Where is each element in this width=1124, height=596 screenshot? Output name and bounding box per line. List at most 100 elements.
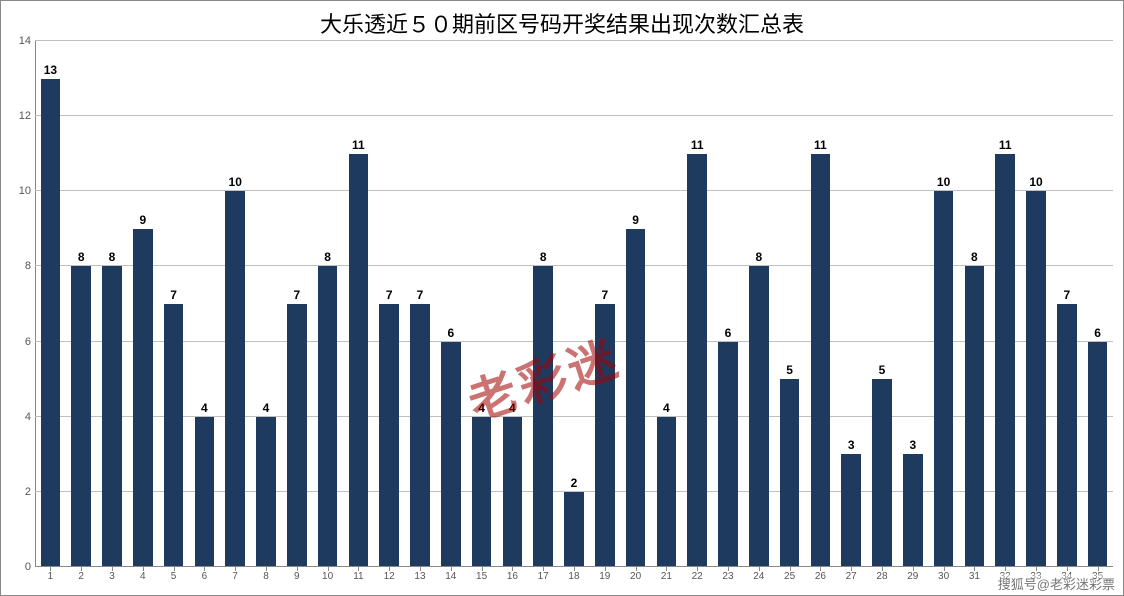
x-tick <box>1005 567 1006 571</box>
chart-title: 大乐透近５０期前区号码开奖结果出现次数汇总表 <box>1 1 1123 43</box>
y-tick-label: 10 <box>7 185 31 197</box>
bar-value-label: 6 <box>435 326 466 342</box>
y-tick-label: 2 <box>7 486 31 498</box>
bar-value-label: 3 <box>897 438 928 454</box>
x-tick <box>482 567 483 571</box>
bar-value-label: 4 <box>251 401 282 417</box>
x-tick <box>420 567 421 571</box>
y-tick-label: 8 <box>7 260 31 272</box>
bar-value-label: 7 <box>281 288 312 304</box>
bar-slot: 421 <box>651 41 682 567</box>
bar-value-label: 8 <box>312 250 343 266</box>
x-tick <box>143 567 144 571</box>
plot-area: 02468101214 1318283947546107487981011117… <box>35 41 1113 567</box>
bar <box>318 266 338 567</box>
bar-slot: 218 <box>559 41 590 567</box>
x-tick <box>944 567 945 571</box>
bar <box>564 492 584 567</box>
bar-value-label: 9 <box>127 213 158 229</box>
bar-slot: 83 <box>97 41 128 567</box>
bar-value-label: 6 <box>1082 326 1113 342</box>
bar <box>102 266 122 567</box>
bar <box>71 266 91 567</box>
bar-slot: 415 <box>466 41 497 567</box>
bar-value-label: 10 <box>220 175 251 191</box>
bar <box>379 304 399 567</box>
bar-slot: 1126 <box>805 41 836 567</box>
bar <box>225 191 245 567</box>
x-tick <box>636 567 637 571</box>
bar <box>780 379 800 567</box>
bar-value-label: 4 <box>497 401 528 417</box>
bar <box>841 454 861 567</box>
bar-value-label: 4 <box>466 401 497 417</box>
x-tick <box>451 567 452 571</box>
footer-attribution: 搜狐号@老彩迷彩票 <box>996 574 1117 593</box>
bar <box>1057 304 1077 567</box>
bar-slot: 131 <box>35 41 66 567</box>
x-tick <box>666 567 667 571</box>
bars-group: 1318283947546107487981011117127136144154… <box>35 41 1113 567</box>
bar <box>965 266 985 567</box>
bar-slot: 327 <box>836 41 867 567</box>
bar-slot: 817 <box>528 41 559 567</box>
bar <box>410 304 430 567</box>
bar-value-label: 4 <box>189 401 220 417</box>
x-tick <box>851 567 852 571</box>
bar <box>256 417 276 567</box>
bar-slot: 48 <box>251 41 282 567</box>
bar-slot: 635 <box>1082 41 1113 567</box>
bar-slot: 528 <box>867 41 898 567</box>
bar <box>441 342 461 567</box>
x-tick <box>50 567 51 571</box>
bar-slot: 1111 <box>343 41 374 567</box>
bar-value-label: 11 <box>805 138 836 154</box>
bar-slot: 1122 <box>682 41 713 567</box>
bar <box>657 417 677 567</box>
x-tick <box>112 567 113 571</box>
bar-slot: 329 <box>897 41 928 567</box>
x-tick <box>174 567 175 571</box>
x-tick <box>1036 567 1037 571</box>
bar-value-label: 5 <box>867 363 898 379</box>
bar-slot: 719 <box>589 41 620 567</box>
bar-slot: 734 <box>1051 41 1082 567</box>
x-axis <box>35 566 1113 567</box>
bar-slot: 713 <box>405 41 436 567</box>
bar-value-label: 7 <box>374 288 405 304</box>
bar-slot: 1033 <box>1021 41 1052 567</box>
x-tick <box>297 567 298 571</box>
bar-value-label: 11 <box>343 138 374 154</box>
bar <box>1026 191 1046 567</box>
bar-value-label: 8 <box>97 250 128 266</box>
y-tick-label: 4 <box>7 411 31 423</box>
bar-slot: 810 <box>312 41 343 567</box>
bar <box>903 454 923 567</box>
y-tick-label: 0 <box>7 561 31 573</box>
x-tick <box>605 567 606 571</box>
bar <box>595 304 615 567</box>
y-tick-label: 14 <box>7 35 31 47</box>
bar-value-label: 7 <box>1051 288 1082 304</box>
x-tick <box>512 567 513 571</box>
bar-slot: 920 <box>620 41 651 567</box>
x-tick <box>820 567 821 571</box>
y-tick-label: 6 <box>7 336 31 348</box>
bar <box>133 229 153 567</box>
bar-slot: 79 <box>281 41 312 567</box>
bar <box>1088 342 1108 567</box>
x-tick <box>574 567 575 571</box>
bar <box>287 304 307 567</box>
bar <box>811 154 831 567</box>
bar-value-label: 8 <box>66 250 97 266</box>
bar-slot: 416 <box>497 41 528 567</box>
bar-value-label: 8 <box>959 250 990 266</box>
bar-slot: 107 <box>220 41 251 567</box>
x-tick <box>81 567 82 571</box>
bar-value-label: 13 <box>35 63 66 79</box>
bar-value-label: 5 <box>774 363 805 379</box>
bar <box>626 229 646 567</box>
x-tick <box>328 567 329 571</box>
bar <box>872 379 892 567</box>
bar-slot: 1030 <box>928 41 959 567</box>
